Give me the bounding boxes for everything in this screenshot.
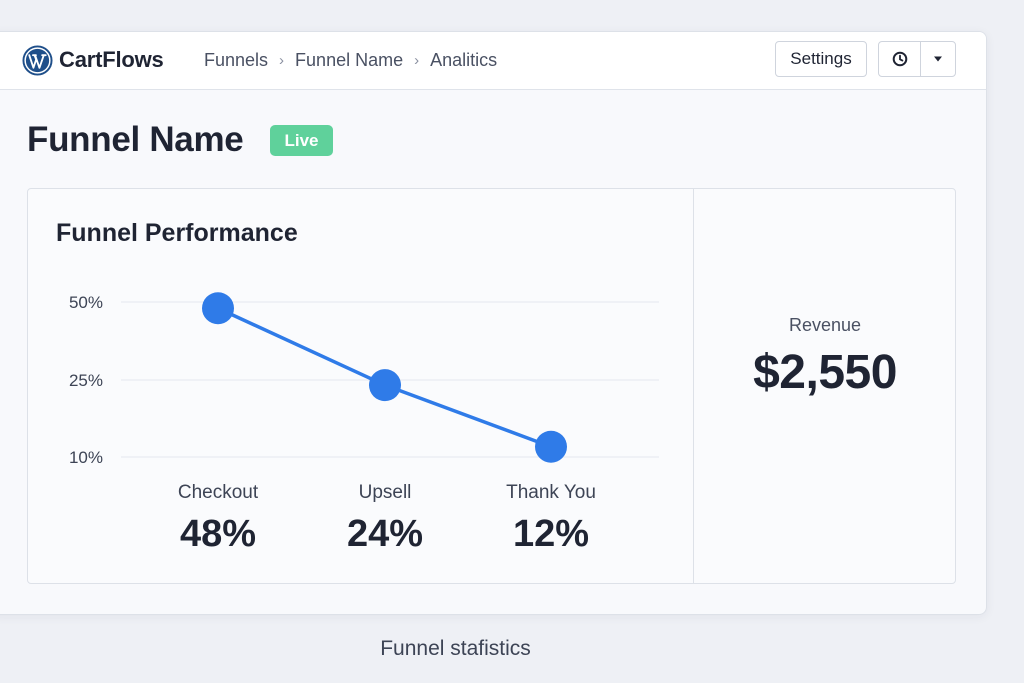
top-bar: CartFlows Funnels › Funnel Name › Analit… <box>0 32 986 90</box>
value-label: 12% <box>513 513 589 555</box>
chevron-right-icon: › <box>414 52 420 69</box>
revenue-value: $2,550 <box>753 346 897 399</box>
funnel-performance-chart: 50% 25% 10% Checkout 48% Upsell 24% Thank You 12… <box>69 292 659 555</box>
app-window: CartFlows Funnels › Funnel Name › Analit… <box>0 31 987 615</box>
data-point <box>369 369 401 402</box>
y-tick-label: 50% <box>69 293 103 312</box>
breadcrumb-funnels[interactable]: Funnels <box>204 50 269 70</box>
y-tick-label: 25% <box>69 371 103 390</box>
history-button[interactable] <box>879 42 922 76</box>
breadcrumb-funnel-name[interactable]: Funnel Name <box>295 50 404 70</box>
status-badge: Live <box>270 125 333 156</box>
category-label: Upsell <box>359 482 412 503</box>
chevron-right-icon: › <box>279 52 285 69</box>
footer-caption: Funnel stafistics <box>380 637 531 660</box>
revenue-label: Revenue <box>788 315 862 335</box>
page-title: Funnel Name <box>27 120 244 159</box>
category-label: Thank You <box>506 482 596 503</box>
data-point <box>202 292 234 325</box>
brand-logo[interactable]: CartFlows <box>22 44 164 76</box>
value-label: 48% <box>180 513 256 555</box>
history-dropdown-button[interactable] <box>921 42 955 76</box>
breadcrumb-analytics[interactable]: Analitics <box>430 50 498 70</box>
breadcrumb: Funnels › Funnel Name › Analitics <box>204 50 497 71</box>
settings-button[interactable]: Settings <box>775 41 867 77</box>
category-label: Checkout <box>178 482 259 503</box>
wordpress-logo-icon <box>22 44 53 76</box>
clock-icon <box>892 51 908 67</box>
value-label: 24% <box>347 513 423 555</box>
y-tick-label: 10% <box>69 448 103 467</box>
card-divider <box>693 189 694 583</box>
history-split-button <box>878 41 956 77</box>
caret-down-icon <box>934 56 943 62</box>
data-point <box>535 430 567 463</box>
performance-title: Funnel Performance <box>56 219 298 247</box>
brand-name: CartFlows <box>59 47 164 72</box>
funnel-performance-card: Funnel Performance 50% 25% 10% Checkout 48% U… <box>27 188 956 584</box>
